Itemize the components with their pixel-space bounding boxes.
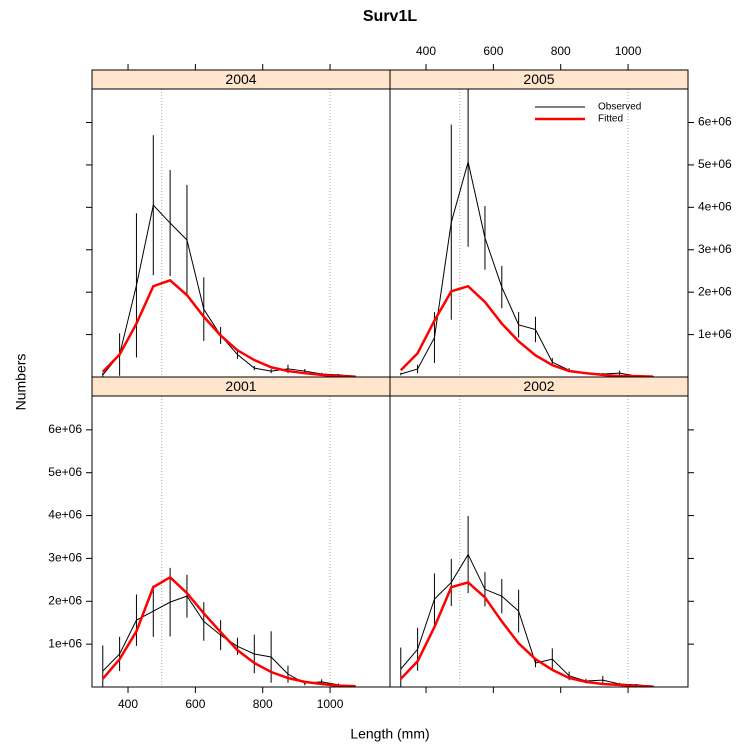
y-axis-label: Numbers (13, 354, 29, 411)
y-tick-label: 3e+06 (48, 551, 82, 565)
y-tick-label: 2e+06 (48, 593, 82, 607)
y-tick-label: 6e+06 (698, 115, 732, 129)
y-tick-label: 4e+06 (48, 508, 82, 522)
observed-line (102, 204, 356, 377)
observed-line (400, 553, 654, 687)
y-tick-label: 2e+06 (698, 284, 732, 298)
legend-label: Fitted (598, 114, 623, 125)
x-axis-label: Length (mm) (350, 726, 429, 742)
strip-label: 2002 (523, 378, 554, 394)
strip-label: 2001 (225, 378, 256, 394)
legend-label: Observed (598, 102, 641, 113)
fitted-line (399, 284, 654, 377)
y-tick-label: 1e+06 (48, 636, 82, 650)
x-tick-label: 600 (185, 697, 205, 711)
strip-label: 2005 (523, 71, 554, 87)
y-tick-label: 1e+06 (698, 327, 732, 341)
panel-border (389, 395, 689, 688)
chart-title: Surv1L (363, 8, 417, 25)
y-tick-label: 5e+06 (48, 465, 82, 479)
observed-line (400, 161, 654, 377)
y-tick-label: 4e+06 (698, 200, 732, 214)
x-tick-label: 400 (416, 44, 436, 58)
panel (399, 89, 654, 377)
panel (101, 89, 356, 377)
x-tick-label: 800 (253, 697, 273, 711)
panel (399, 396, 654, 687)
fitted-line (399, 581, 654, 687)
x-tick-label: 1000 (615, 44, 642, 58)
x-tick-label: 800 (551, 44, 571, 58)
y-tick-label: 3e+06 (698, 242, 732, 256)
fitted-line (101, 575, 356, 687)
x-tick-label: 1000 (317, 697, 344, 711)
strip-label: 2004 (225, 71, 256, 87)
y-tick-label: 6e+06 (48, 422, 82, 436)
fitted-line (101, 278, 356, 377)
x-tick-label: 600 (483, 44, 503, 58)
panel (101, 396, 356, 687)
y-tick-label: 5e+06 (698, 157, 732, 171)
x-tick-label: 400 (118, 697, 138, 711)
